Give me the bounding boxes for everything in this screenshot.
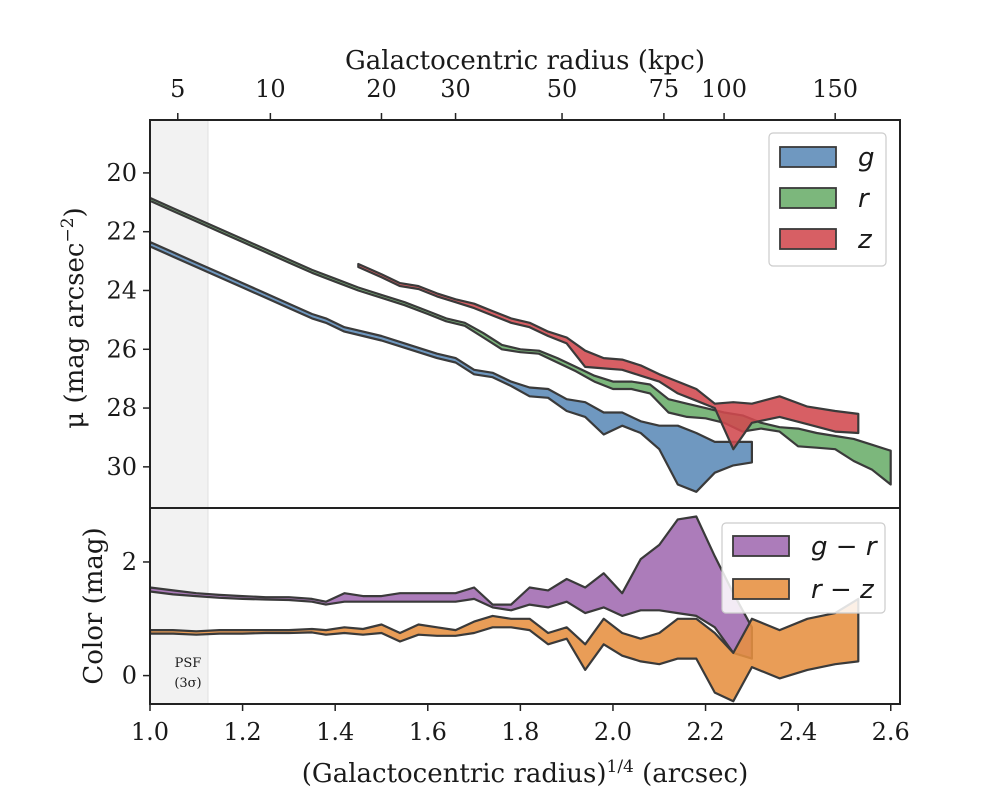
kpc-tick-label: 30 xyxy=(440,75,471,103)
surface-brightness-profiles xyxy=(150,196,892,493)
top-y-ticks: 20 22 24 26 28 30 xyxy=(106,159,150,481)
x-tick-label: 2.0 xyxy=(594,718,632,746)
top-legend-label-r: r xyxy=(858,184,871,214)
bottom-legend-swatch-g-r xyxy=(732,535,790,557)
x-tick-label: 1.6 xyxy=(409,718,447,746)
bottom-legend-label-r-z: r − z xyxy=(811,575,875,605)
bottom-legend: g − r r − z xyxy=(721,522,886,614)
psf-region-bottom xyxy=(150,508,208,704)
x-tick-label: 1.0 xyxy=(131,718,169,746)
kpc-tick-label: 75 xyxy=(649,75,680,103)
top-legend-swatch-g xyxy=(779,146,837,168)
x-tick-label: 2.4 xyxy=(779,718,817,746)
top-y-tick-label: 20 xyxy=(106,159,137,187)
bottom-y-ticks: 02 xyxy=(122,548,150,690)
color-panel: 02 1.0 1.2 1.4 1.6 1.8 2.0 2.2 2.4 2.6 PSF (3σ) … xyxy=(79,507,910,746)
top-legend: grz xyxy=(768,132,887,267)
kpc-tick-label: 100 xyxy=(701,75,747,103)
surface-brightness-panel: 20 22 24 26 28 30 5 10 20 30 50 75 100 150 μ (mag ar… xyxy=(58,75,901,509)
kpc-tick-label: 20 xyxy=(366,75,397,103)
top-legend-swatch-r xyxy=(779,187,837,209)
bottom-y-tick-label: 0 xyxy=(122,662,137,690)
x-tick-label: 1.8 xyxy=(501,718,539,746)
top-y-tick-label: 30 xyxy=(106,453,137,481)
bottom-x-ticks: 1.0 1.2 1.4 1.6 1.8 2.0 2.2 2.4 2.6 xyxy=(131,704,910,746)
top-y-tick-label: 26 xyxy=(106,335,137,363)
band-r xyxy=(150,196,892,486)
color-profiles xyxy=(150,515,860,703)
x-axis-label: (Galactocentric radius)1/4 (arcsec) xyxy=(302,757,748,789)
band-g xyxy=(150,240,754,493)
x-tick-label: 2.2 xyxy=(686,718,724,746)
bottom-panel-frame xyxy=(149,507,901,705)
top-y-tick-label: 24 xyxy=(106,276,137,304)
bottom-y-axis-label: Color (mag) xyxy=(79,527,109,684)
kpc-tick-label: 150 xyxy=(812,75,858,103)
bottom-legend-label-g-r: g − r xyxy=(811,532,879,562)
x-tick-label: 1.2 xyxy=(224,718,262,746)
top-legend-label-g: g xyxy=(858,143,875,173)
kpc-tick-label: 10 xyxy=(255,75,286,103)
bottom-legend-swatch-r-z xyxy=(732,578,790,600)
top-y-tick-label: 28 xyxy=(106,394,137,422)
top-kpc-ticks: 5 10 20 30 50 75 100 150 xyxy=(170,75,858,120)
top-legend-label-z: z xyxy=(857,225,873,255)
x-tick-label: 2.6 xyxy=(872,718,910,746)
band-r-z xyxy=(150,597,860,703)
top-y-tick-label: 22 xyxy=(106,218,137,246)
psf-label: PSF xyxy=(175,656,202,671)
kpc-tick-label: 5 xyxy=(170,75,185,103)
psf-region-top xyxy=(150,120,208,508)
kpc-tick-label: 50 xyxy=(547,75,578,103)
top-axis-label: Galactocentric radius (kpc) xyxy=(345,46,705,76)
psf-sublabel: (3σ) xyxy=(174,676,201,691)
top-legend-swatch-z xyxy=(779,228,837,250)
top-y-axis-label: μ (mag arcsec−2) xyxy=(58,207,90,428)
bottom-y-tick-label: 2 xyxy=(122,548,137,576)
band-z xyxy=(357,262,860,451)
x-tick-label: 1.4 xyxy=(316,718,354,746)
